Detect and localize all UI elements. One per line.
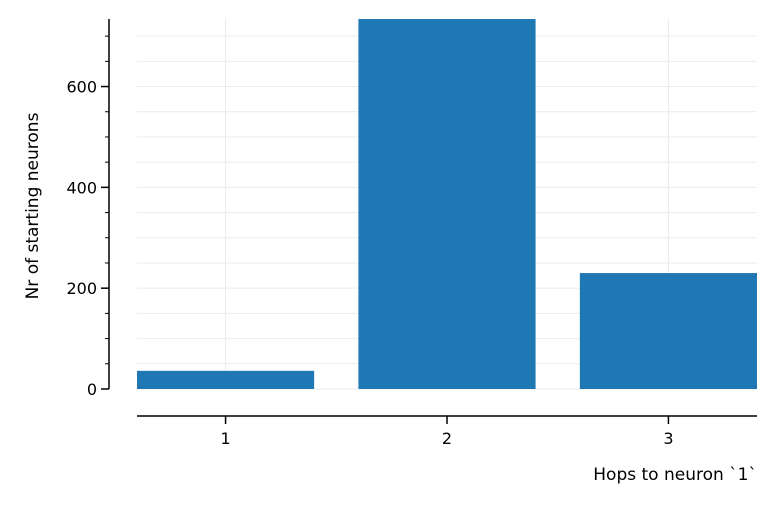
y-tick-label: 400 [66, 178, 97, 197]
bar [358, 19, 536, 389]
y-tick-label: 0 [87, 380, 97, 399]
y-axis-label: Nr of starting neurons [23, 112, 43, 299]
bars-layer [137, 19, 757, 389]
ticks-layer: 0 200 400 600 1 2 3 [66, 35, 674, 448]
y-tick-label: 600 [66, 78, 97, 97]
bar [579, 273, 757, 389]
x-axis-label: Hops to neuron `1` [593, 465, 757, 485]
bar [137, 370, 315, 389]
y-tick-label: 200 [66, 279, 97, 298]
x-tick-label: 2 [442, 429, 452, 448]
x-tick-label: 3 [663, 429, 673, 448]
x-tick-label: 1 [220, 429, 230, 448]
